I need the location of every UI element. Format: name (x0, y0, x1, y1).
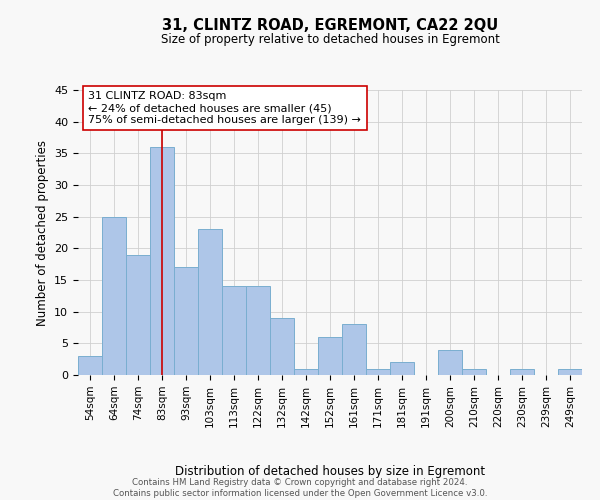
Text: Contains HM Land Registry data © Crown copyright and database right 2024.
Contai: Contains HM Land Registry data © Crown c… (113, 478, 487, 498)
Bar (438, 350, 462, 375)
Bar (246, 286, 270, 375)
Bar (366, 368, 390, 375)
Bar (174, 268, 198, 375)
Text: Size of property relative to detached houses in Egremont: Size of property relative to detached ho… (161, 32, 499, 46)
Bar (198, 230, 222, 375)
Bar (126, 254, 150, 375)
Bar (342, 324, 366, 375)
Bar (102, 216, 126, 375)
Bar (150, 147, 174, 375)
Bar (558, 368, 582, 375)
Bar (510, 368, 534, 375)
Bar (294, 368, 318, 375)
Text: Distribution of detached houses by size in Egremont: Distribution of detached houses by size … (175, 464, 485, 477)
Bar (78, 356, 102, 375)
Bar (222, 286, 246, 375)
Y-axis label: Number of detached properties: Number of detached properties (35, 140, 49, 326)
Text: 31 CLINTZ ROAD: 83sqm
← 24% of detached houses are smaller (45)
75% of semi-deta: 31 CLINTZ ROAD: 83sqm ← 24% of detached … (88, 92, 361, 124)
Bar (270, 318, 294, 375)
Text: 31, CLINTZ ROAD, EGREMONT, CA22 2QU: 31, CLINTZ ROAD, EGREMONT, CA22 2QU (162, 18, 498, 32)
Bar (462, 368, 486, 375)
Bar (390, 362, 414, 375)
Bar (318, 337, 342, 375)
